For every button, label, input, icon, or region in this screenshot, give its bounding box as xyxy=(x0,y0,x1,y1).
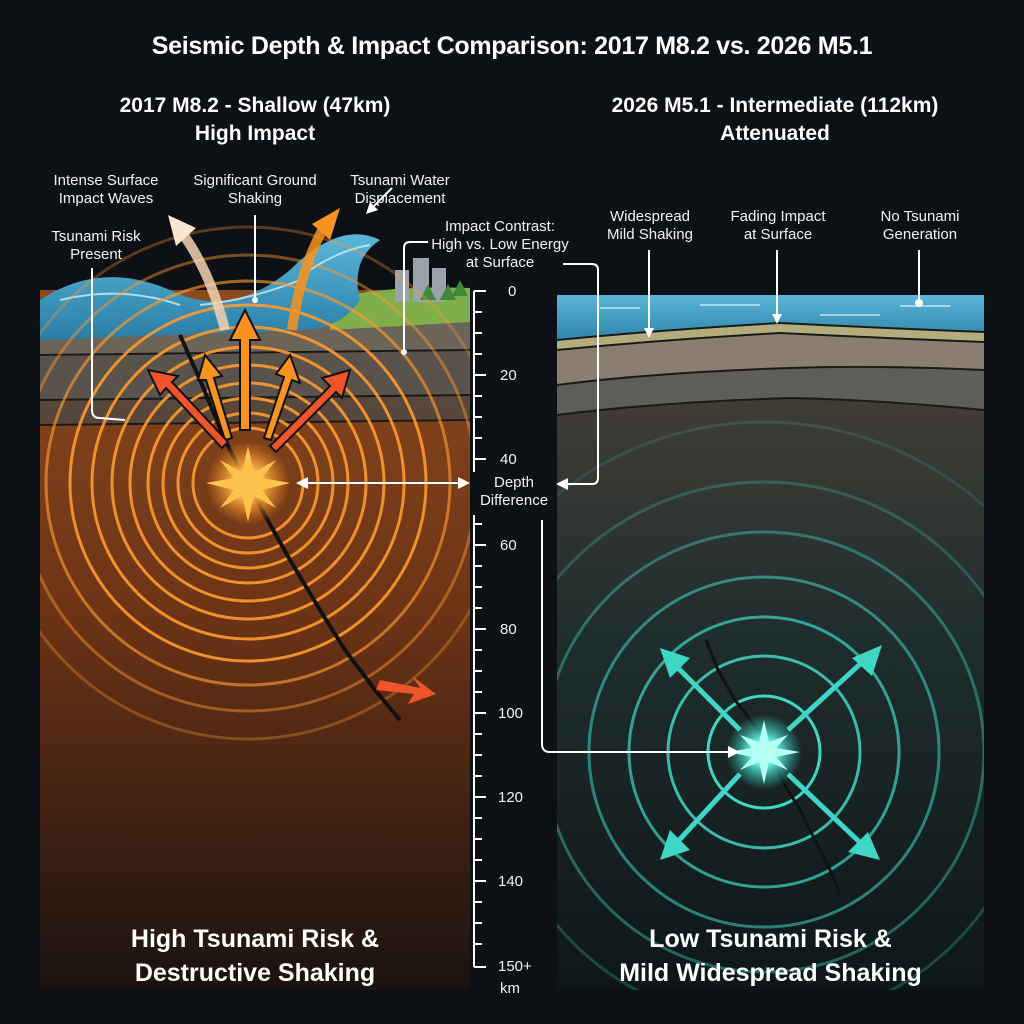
label-depth-difference: Depth Difference xyxy=(479,474,549,509)
left-panel-heading: 2017 M8.2 - Shallow (47km) High Impact xyxy=(40,92,470,148)
tick-20: 20 xyxy=(500,367,517,384)
callout-impact-contrast: Impact Contrast: High vs. Low Energy at … xyxy=(431,218,569,271)
callout-surface-waves: Intense Surface Impact Waves xyxy=(53,172,159,207)
callout-lines xyxy=(91,187,920,753)
right-heading-line2: Attenuated xyxy=(720,122,830,145)
right-summary: Low Tsunami Risk & Mild Widespread Shaki… xyxy=(619,925,922,987)
callout-mild-shaking: Widespread Mild Shaking xyxy=(607,208,693,243)
left-cross-section xyxy=(40,208,470,990)
callout-no-tsunami: No Tsunami Generation xyxy=(880,208,960,243)
tick-0: 0 xyxy=(508,283,517,300)
depth-scale xyxy=(473,290,486,968)
tick-80: 80 xyxy=(500,621,517,638)
callout-ground-shaking: Significant Ground Shaking xyxy=(193,172,317,207)
right-panel-heading: 2026 M5.1 - Intermediate (112km) Attenua… xyxy=(555,92,995,148)
callout-arrowheads xyxy=(252,202,923,758)
callout-water-displacement: Tsunami Water Displacement xyxy=(350,172,450,207)
page-title: Seismic Depth & Impact Comparison: 2017 … xyxy=(151,32,873,60)
left-summary: High Tsunami Risk & Destructive Shaking xyxy=(130,925,380,987)
callout-tsunami-risk: Tsunami Risk Present xyxy=(51,228,141,263)
energy-arrows xyxy=(146,307,352,454)
scale-unit: km xyxy=(500,980,520,997)
tick-120: 120 xyxy=(498,789,524,806)
tick-150-plus: 150+ xyxy=(498,958,532,975)
left-heading-line2: High Impact xyxy=(194,122,316,145)
callout-fading-impact: Fading Impact at Surface xyxy=(730,208,826,243)
tick-100: 100 xyxy=(498,705,524,722)
tick-60: 60 xyxy=(500,537,517,554)
tick-140: 140 xyxy=(498,873,524,890)
right-cross-section xyxy=(557,295,984,990)
left-heading-line1: 2017 M8.2 - Shallow (47km) xyxy=(119,94,391,117)
tick-40: 40 xyxy=(500,451,517,468)
right-heading-line1: 2026 M5.1 - Intermediate (112km) xyxy=(611,94,939,117)
